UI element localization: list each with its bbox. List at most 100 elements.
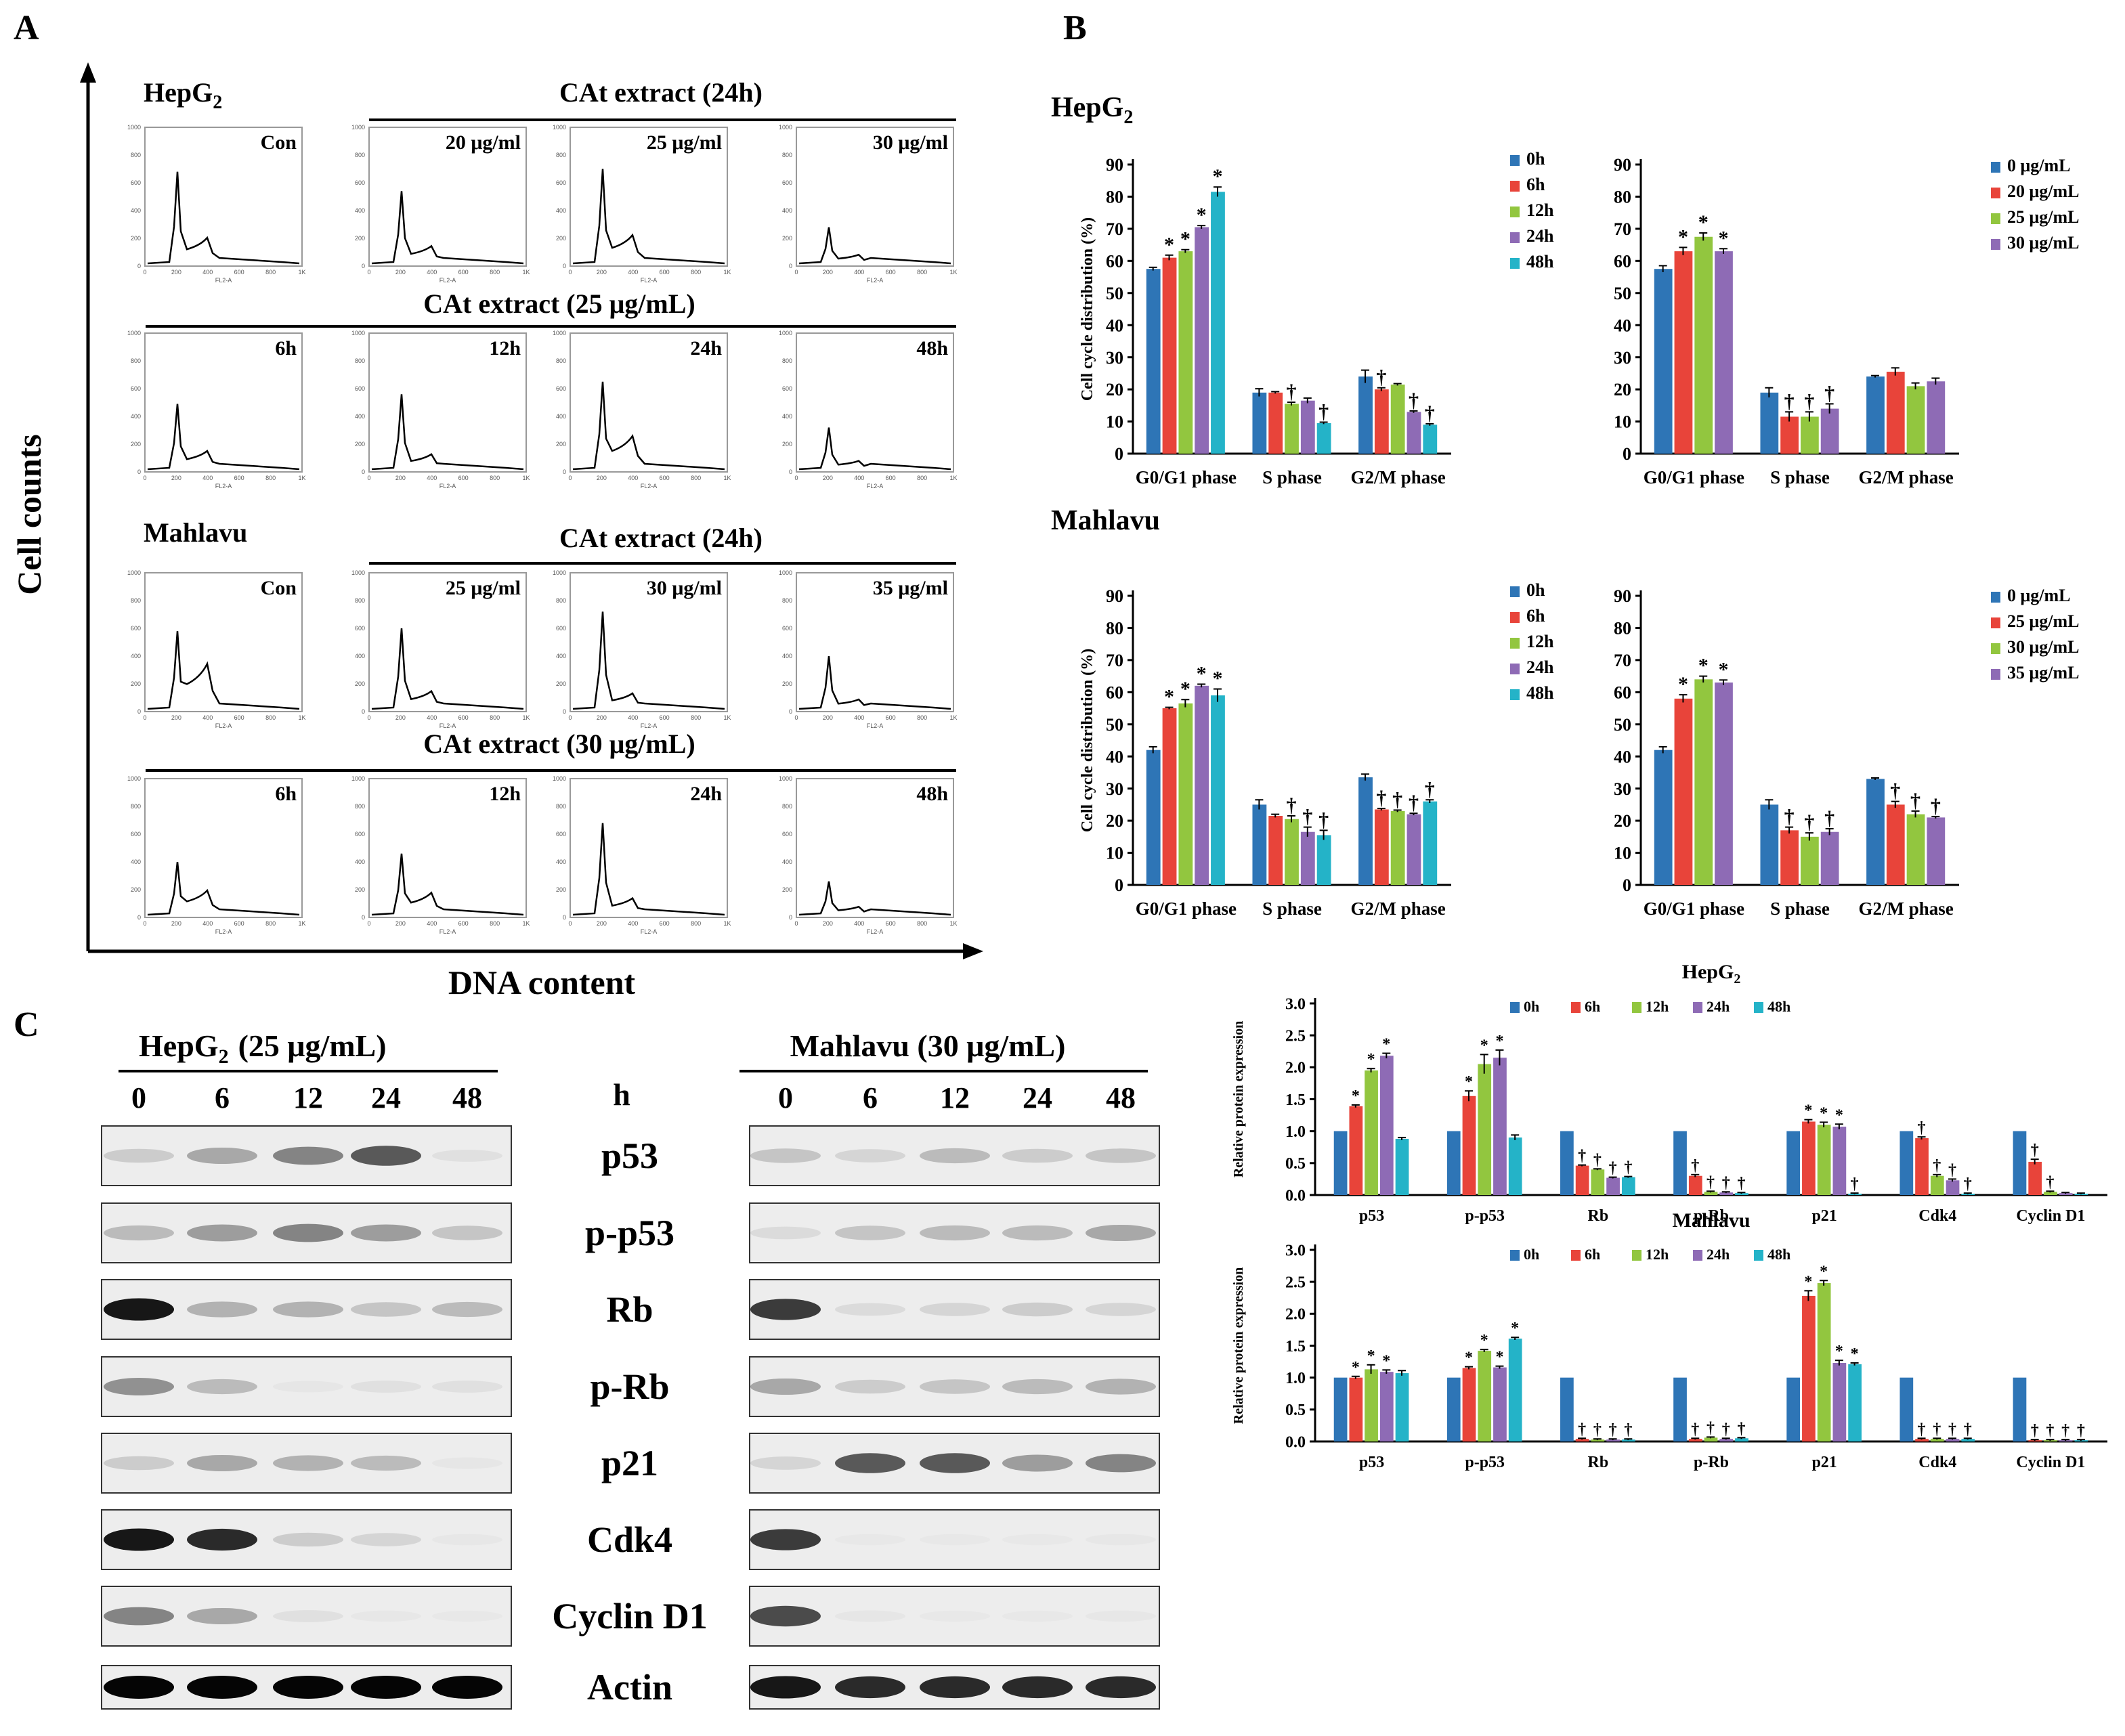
histogram-frame (796, 572, 954, 712)
y-tick-label: 1.5 (1285, 1091, 1306, 1109)
histogram-x-tick: 400 (202, 714, 213, 721)
histogram-y-tick: 800 (556, 803, 566, 810)
histogram-x-tick: 200 (395, 269, 406, 276)
histogram-y-tick: 1000 (127, 775, 141, 782)
blot-band (187, 1454, 257, 1472)
significance-mark: † (1376, 787, 1386, 809)
c-hepg2-dose: (25 μg/mL) (238, 1028, 387, 1063)
histogram-x-tick: 0 (794, 714, 798, 721)
blot-band (432, 1457, 502, 1469)
histogram-x-tick: 600 (886, 269, 896, 276)
histogram-x-tick: 800 (691, 475, 701, 481)
histogram-y-tick: 600 (782, 179, 792, 186)
histogram-frame (144, 332, 303, 473)
blot-band (104, 1298, 174, 1321)
histogram-y-tick: 200 (131, 886, 141, 893)
legend-label: 30 μg/mL (2007, 637, 2079, 657)
bar (1621, 1439, 1635, 1441)
y-tick-label: 90 (1106, 586, 1123, 606)
bar (1575, 1439, 1589, 1441)
histogram-x-tick: 200 (597, 475, 607, 481)
histogram-x-label: FL2-A (439, 277, 456, 284)
mahlavu-blot-strip (749, 1586, 1160, 1647)
histogram-x-tick: 600 (458, 475, 469, 481)
legend-swatch (1571, 1002, 1581, 1013)
protein-label: p-p53 (585, 1213, 674, 1253)
blot-band (750, 1676, 821, 1699)
y-tick-label: 0.0 (1285, 1187, 1306, 1205)
x-axis-label: DNA content (448, 963, 636, 1001)
blot-band (835, 1379, 905, 1394)
hepg2-dose-header: CAt extract (24h) (559, 77, 763, 108)
histogram-y-tick: 800 (131, 803, 141, 810)
category-label: Cyclin D1 (2016, 1207, 2085, 1225)
histogram-y-tick: 800 (556, 357, 566, 364)
bar (1178, 251, 1193, 454)
protein-label: Cyclin D1 (552, 1596, 708, 1636)
hepg2-blot-strip (101, 1356, 512, 1417)
y-tick-label: 0.5 (1285, 1402, 1306, 1419)
blot-band (835, 1453, 905, 1473)
bar (1906, 386, 1925, 454)
significance-mark: † (1931, 795, 1941, 817)
hepg2-text: HepG (144, 77, 213, 108)
histogram-x-tick: 1K (723, 920, 731, 927)
blot-band (1002, 1610, 1073, 1622)
protein-label: Rb (606, 1289, 653, 1330)
histogram-plot: 0 200 400 600 800 1000 0 200 400 600 800 1K FL2-A 48h (779, 775, 958, 935)
histogram-y-tick: 0 (137, 469, 141, 475)
histogram-plot: 0 200 400 600 800 1000 0 200 400 600 800 1K FL2-A 25 … (553, 124, 731, 284)
y-tick-label: 3.0 (1285, 995, 1306, 1013)
hepg2-blot-strip (101, 1509, 512, 1570)
blot-band (104, 1528, 174, 1551)
histogram-x-label: FL2-A (215, 722, 232, 729)
bar (1946, 1439, 1960, 1441)
blot-band (835, 1149, 905, 1163)
significance-mark: † (1918, 1119, 1926, 1137)
blot-band (1086, 1610, 1156, 1622)
blot-band (750, 1605, 821, 1627)
bar (1390, 810, 1405, 885)
blot-band (920, 1379, 990, 1394)
histogram-frame (796, 127, 954, 267)
bar (1848, 1364, 1862, 1441)
blot-band (432, 1534, 502, 1546)
significance-mark: * (1212, 668, 1222, 690)
blot-band (1086, 1534, 1156, 1546)
category-label: S phase (1770, 898, 1830, 919)
histogram-x-label: FL2-A (439, 928, 456, 935)
blot-band (835, 1225, 905, 1240)
bar (1211, 695, 1225, 885)
histogram-x-tick: 600 (234, 714, 244, 721)
chart-title: HepG2 (1682, 961, 1741, 986)
histogram-x-tick: 800 (265, 714, 276, 721)
histogram-y-tick: 200 (355, 680, 365, 687)
histogram-y-tick: 600 (782, 831, 792, 838)
bar (1252, 804, 1267, 885)
bar-chart: 0 10 20 30 40 50 60 70 80 90 G0/G1 phase * * * S phase… (1614, 586, 2079, 919)
histogram-label: 12h (489, 337, 521, 360)
protein-label: Cdk4 (587, 1519, 672, 1560)
significance-mark: † (1318, 401, 1329, 423)
y-tick-label: 1.0 (1285, 1123, 1306, 1141)
histogram-y-tick: 1000 (779, 330, 792, 337)
bar (2013, 1377, 2027, 1441)
bar (1886, 372, 1905, 454)
histogram-x-tick: 200 (597, 269, 607, 276)
histogram-x-tick: 1K (298, 475, 305, 481)
histogram-y-tick: 1000 (553, 775, 566, 782)
histogram-plot: 0 200 400 600 800 1000 0 200 400 600 800 1K FL2-A 48h (779, 330, 958, 490)
blot-band (104, 1378, 174, 1395)
legend-swatch (1991, 669, 2000, 680)
histogram-x-label: FL2-A (215, 277, 232, 284)
histogram-y-tick: 600 (355, 179, 365, 186)
histogram-x-tick: 1K (298, 714, 305, 721)
histogram-y-tick: 600 (355, 625, 365, 632)
c-hepg2-text: HepG (139, 1028, 219, 1063)
histogram-y-tick: 0 (137, 263, 141, 269)
legend-label: 6h (1585, 1246, 1600, 1263)
mahlavu-blot-strip (749, 1356, 1160, 1417)
significance-mark: * (1164, 686, 1174, 708)
bar (1211, 192, 1225, 454)
